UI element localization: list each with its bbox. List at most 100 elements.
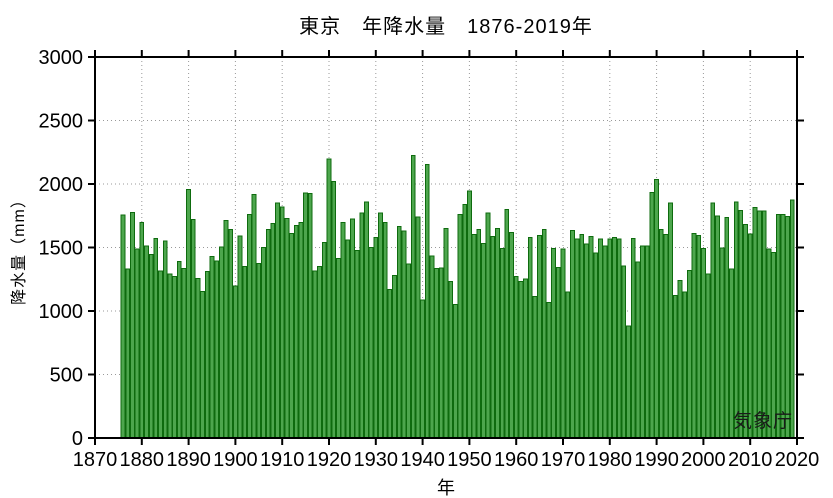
bar-1942: [429, 255, 435, 439]
bar-1989: [649, 191, 655, 439]
x-tick-label: 1960: [494, 449, 539, 471]
bar-1897: [218, 246, 224, 439]
bar-1958: [504, 208, 510, 439]
bar-1985: [630, 238, 636, 439]
x-tick-label: 2010: [728, 449, 773, 471]
bar-1952: [476, 228, 482, 439]
bar-1895: [209, 255, 215, 439]
bar-1886: [167, 273, 173, 439]
y-tick-label: 500: [50, 365, 83, 387]
bar-2008: [738, 210, 744, 439]
bar-1972: [569, 229, 575, 439]
bar-1911: [284, 218, 290, 439]
bar-1981: [612, 236, 617, 439]
watermark-jma: 気象庁: [732, 411, 793, 432]
bar-2003: [715, 215, 720, 439]
bar-1930: [373, 236, 379, 439]
bar-2016: [775, 213, 781, 439]
bar-2013: [761, 210, 767, 439]
bar-1973: [574, 238, 580, 439]
bar-1889: [181, 267, 187, 439]
bar-2005: [724, 217, 730, 439]
bar-1894: [204, 271, 210, 439]
bar-1925: [350, 218, 355, 439]
bar-2012: [757, 210, 762, 439]
x-tick-label: 1930: [354, 449, 399, 471]
bar-2007: [733, 201, 739, 439]
bar-1955: [490, 236, 496, 439]
x-tick-label: 1920: [307, 449, 352, 471]
bar-1963: [527, 237, 533, 439]
bar-1880: [139, 222, 145, 439]
bar-1883: [153, 238, 159, 439]
bar-1938: [410, 155, 416, 439]
bar-1878: [130, 212, 135, 439]
bar-1904: [251, 193, 257, 439]
bar-1915: [303, 192, 309, 439]
bar-1927: [359, 212, 365, 439]
bar-1954: [485, 212, 491, 439]
x-tick-label: 1940: [400, 449, 445, 471]
bar-1900: [233, 285, 238, 439]
x-axis-label: 年: [437, 478, 455, 498]
bar-2018: [785, 215, 791, 439]
bar-1950: [467, 190, 472, 439]
bar-1944: [438, 267, 444, 439]
x-tick-label: 1900: [213, 449, 258, 471]
x-tick-label: 1970: [541, 449, 586, 471]
y-tick-label: 0: [72, 428, 83, 450]
bar-1974: [579, 233, 585, 439]
bar-1968: [551, 248, 557, 439]
x-tick-label: 1880: [120, 449, 165, 471]
bar-1933: [387, 288, 393, 439]
x-tick-label: 1870: [73, 449, 118, 471]
bar-1982: [616, 238, 622, 439]
bar-1919: [321, 241, 327, 439]
y-tick-label: 2500: [39, 111, 84, 133]
bar-1908: [270, 222, 276, 439]
bar-1999: [696, 234, 702, 439]
bar-1993: [668, 202, 674, 439]
bar-1920: [326, 158, 332, 439]
bar-1977: [593, 252, 599, 439]
bar-1975: [584, 243, 589, 439]
bar-2000: [701, 248, 706, 439]
bar-1909: [275, 202, 280, 439]
bar-1951: [471, 233, 477, 439]
bar-2011: [752, 206, 758, 439]
bar-1939: [415, 216, 421, 439]
bar-1917: [312, 270, 318, 439]
bar-1910: [279, 206, 285, 439]
x-tick-label: 2000: [681, 449, 726, 471]
bar-1969: [555, 266, 561, 439]
bar-1949: [462, 203, 468, 439]
bar-1978: [598, 238, 603, 439]
y-tick-label: 1500: [39, 238, 84, 260]
bar-1906: [261, 247, 266, 439]
bar-1956: [495, 228, 500, 439]
y-axis-label: 降水量（mm）: [11, 191, 28, 305]
bar-1914: [298, 222, 304, 439]
x-tick-label: 1890: [166, 449, 211, 471]
bar-1922: [335, 257, 341, 439]
bar-1896: [214, 260, 220, 439]
bar-1984: [626, 325, 631, 439]
bar-1988: [644, 245, 650, 439]
bar-1921: [331, 180, 337, 439]
bar-1997: [686, 270, 692, 439]
bar-1966: [541, 229, 547, 439]
bar-1987: [640, 245, 645, 439]
x-tick-label: 1990: [634, 449, 679, 471]
bar-1991: [658, 229, 664, 439]
bar-1935: [396, 226, 402, 439]
bar-1892: [195, 278, 201, 439]
bar-1983: [621, 265, 627, 439]
bar-1937: [406, 263, 411, 439]
bar-1885: [162, 240, 168, 439]
bar-1887: [172, 276, 177, 439]
bar-1881: [144, 245, 149, 439]
bar-1947: [452, 304, 458, 439]
bar-1934: [392, 275, 397, 439]
bar-1945: [443, 227, 449, 439]
